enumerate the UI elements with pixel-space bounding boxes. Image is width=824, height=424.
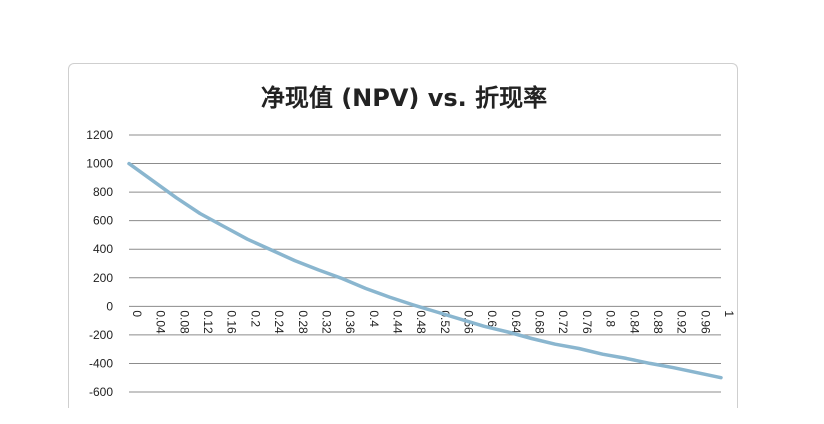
x-tick-label: 0.8	[604, 310, 618, 327]
data-point	[412, 304, 414, 306]
y-tick-label: 1000	[86, 157, 113, 171]
chart-frame: 净现值 (NPV) vs. 折现率 1200 1000 800 600 400 200 0 -…	[68, 63, 738, 408]
x-axis-ticks: 0 0.04 0.08 0.12 0.16 0.2 0.24 0.28 0.32 0.36 0.4 0…	[130, 310, 736, 334]
x-tick-label: 0.4	[367, 310, 381, 327]
data-point	[554, 343, 557, 345]
npv-chart: 净现值 (NPV) vs. 折现率 1200 1000 800 600 400 200 0 -…	[86, 84, 736, 399]
x-tick-label: 0.2	[248, 310, 262, 327]
series-layer	[127, 161, 723, 380]
data-point	[151, 179, 154, 182]
y-axis-ticks: 1200 1000 800 600 400 200 0 -200 -400 -600	[86, 128, 113, 399]
x-tick-label: 0.92	[675, 310, 689, 334]
x-tick-label: 0.64	[509, 310, 523, 334]
data-point	[388, 296, 391, 298]
data-point	[341, 277, 343, 280]
data-point	[436, 311, 438, 313]
data-point	[601, 353, 604, 355]
y-tick-label: 800	[93, 185, 113, 199]
data-point	[317, 269, 320, 271]
data-point	[128, 162, 130, 165]
x-tick-label: 1	[722, 310, 736, 317]
gridlines	[129, 134, 721, 393]
y-tick-label: 600	[93, 214, 113, 228]
data-point	[483, 325, 486, 328]
data-point	[459, 318, 462, 320]
y-tick-label: 0	[106, 299, 113, 313]
data-point	[199, 212, 201, 215]
x-tick-label: 0	[130, 310, 144, 317]
x-tick-label: 0.68	[533, 310, 547, 334]
data-point	[293, 259, 296, 262]
x-tick-label: 0.44	[390, 310, 404, 334]
y-tick-label: -600	[89, 385, 113, 399]
y-tick-label: 400	[93, 242, 113, 256]
x-tick-label: 0.88	[651, 310, 665, 334]
x-tick-label: 0.84	[627, 310, 641, 334]
y-tick-label: -400	[89, 356, 113, 370]
data-point	[246, 238, 249, 241]
x-tick-label: 0.96	[698, 310, 712, 334]
y-tick-label: 200	[93, 271, 113, 285]
data-point	[365, 287, 367, 290]
data-point	[507, 331, 509, 333]
data-point	[649, 362, 651, 365]
data-point	[270, 249, 272, 251]
x-tick-label: 0.6	[485, 310, 499, 327]
data-point	[672, 366, 675, 369]
data-point	[222, 225, 225, 228]
x-tick-label: 0.72	[556, 310, 570, 334]
data-point	[696, 371, 699, 374]
data-point	[578, 347, 580, 350]
x-tick-label: 0.16	[225, 310, 239, 334]
data-point	[530, 337, 533, 340]
x-tick-label: 0.28	[296, 310, 310, 334]
chart-title: 净现值 (NPV) vs. 折现率	[261, 84, 547, 112]
x-tick-label: 0.32	[319, 310, 333, 334]
x-tick-label: 0.08	[177, 310, 191, 334]
x-tick-label: 0.12	[201, 310, 215, 334]
x-tick-label: 0.48	[414, 310, 428, 334]
x-tick-label: 0.36	[343, 310, 357, 334]
data-point	[625, 357, 628, 360]
data-point	[175, 197, 178, 199]
y-tick-label: -200	[89, 328, 113, 342]
x-tick-label: 0.76	[580, 310, 594, 334]
x-tick-label: 0.24	[272, 310, 286, 334]
y-tick-label: 1200	[86, 128, 113, 142]
npv-series-line	[127, 161, 723, 380]
x-tick-label: 0.04	[154, 310, 168, 334]
data-point	[720, 376, 722, 379]
